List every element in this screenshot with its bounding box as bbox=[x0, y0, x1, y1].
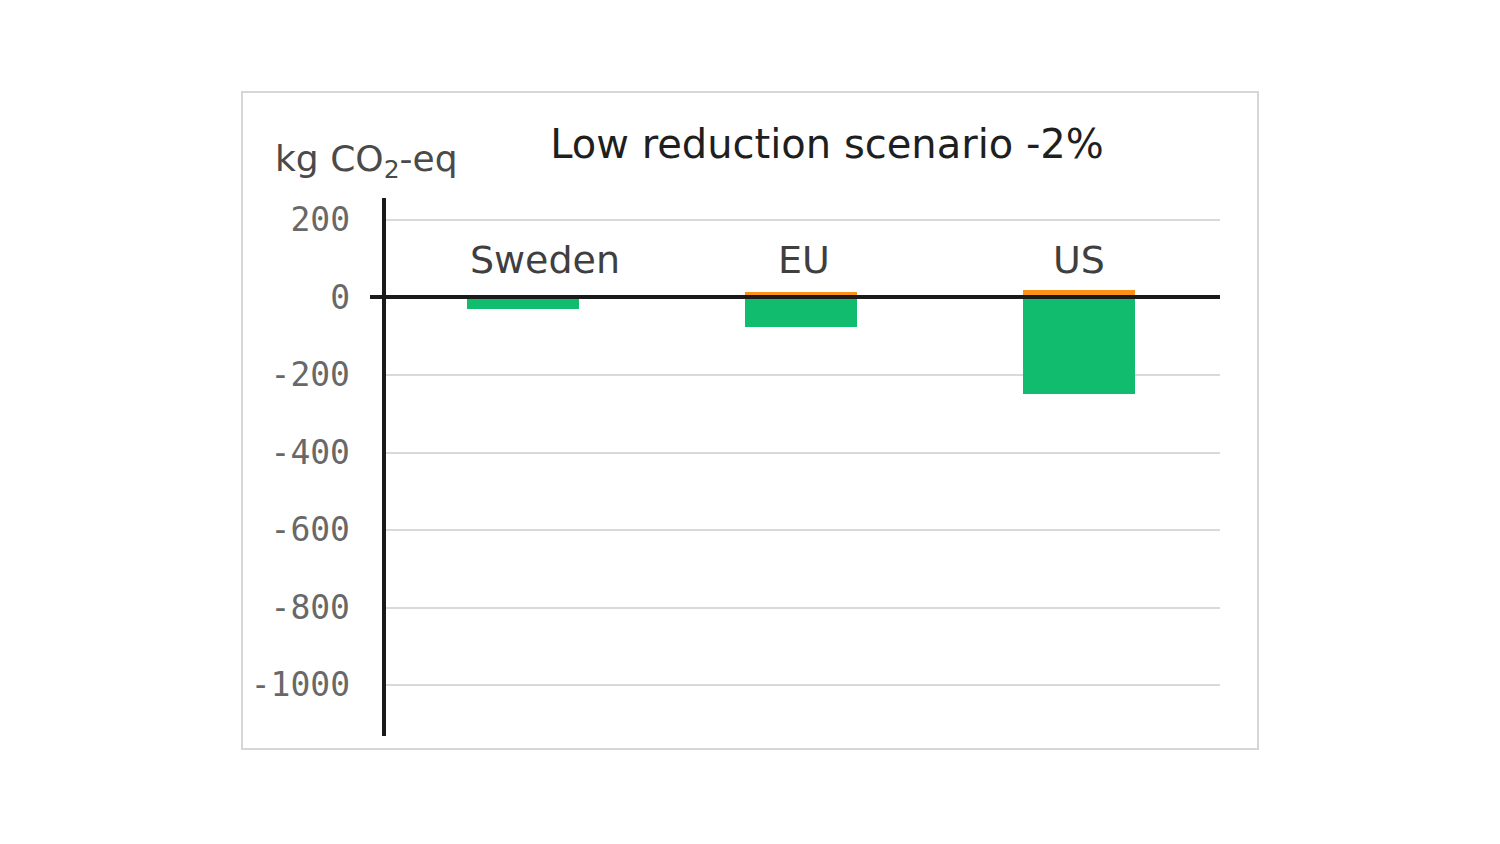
category-label-sweden: Sweden bbox=[470, 238, 620, 282]
y-tick-label: -200 bbox=[243, 355, 350, 395]
category-label-us: US bbox=[1053, 238, 1105, 282]
gridline bbox=[385, 452, 1220, 454]
y-tick-label: 0 bbox=[243, 278, 350, 318]
gridline bbox=[385, 607, 1220, 609]
category-label-eu: EU bbox=[778, 238, 830, 282]
y-tick-label: 200 bbox=[243, 200, 350, 240]
page: Low reduction scenario -2% kg CO2-eq 200… bbox=[0, 0, 1500, 844]
bar-negative-eu bbox=[745, 298, 857, 327]
y-tick-label: -600 bbox=[243, 510, 350, 550]
y-tick-label: -400 bbox=[243, 433, 350, 473]
gridline bbox=[385, 529, 1220, 531]
bar-negative-sweden bbox=[467, 298, 579, 310]
chart-panel: Low reduction scenario -2% kg CO2-eq 200… bbox=[241, 91, 1259, 750]
y-axis-line bbox=[382, 198, 386, 736]
bar-negative-us bbox=[1023, 298, 1135, 395]
y-tick-label: -1000 bbox=[243, 665, 350, 705]
gridline bbox=[385, 219, 1220, 221]
plot-area: 200 0 -200 -400 -600 -800 -1000 Sweden EU US bbox=[243, 93, 1257, 748]
y-tick-label: -800 bbox=[243, 588, 350, 628]
gridline bbox=[385, 684, 1220, 686]
zero-baseline bbox=[370, 295, 1220, 299]
